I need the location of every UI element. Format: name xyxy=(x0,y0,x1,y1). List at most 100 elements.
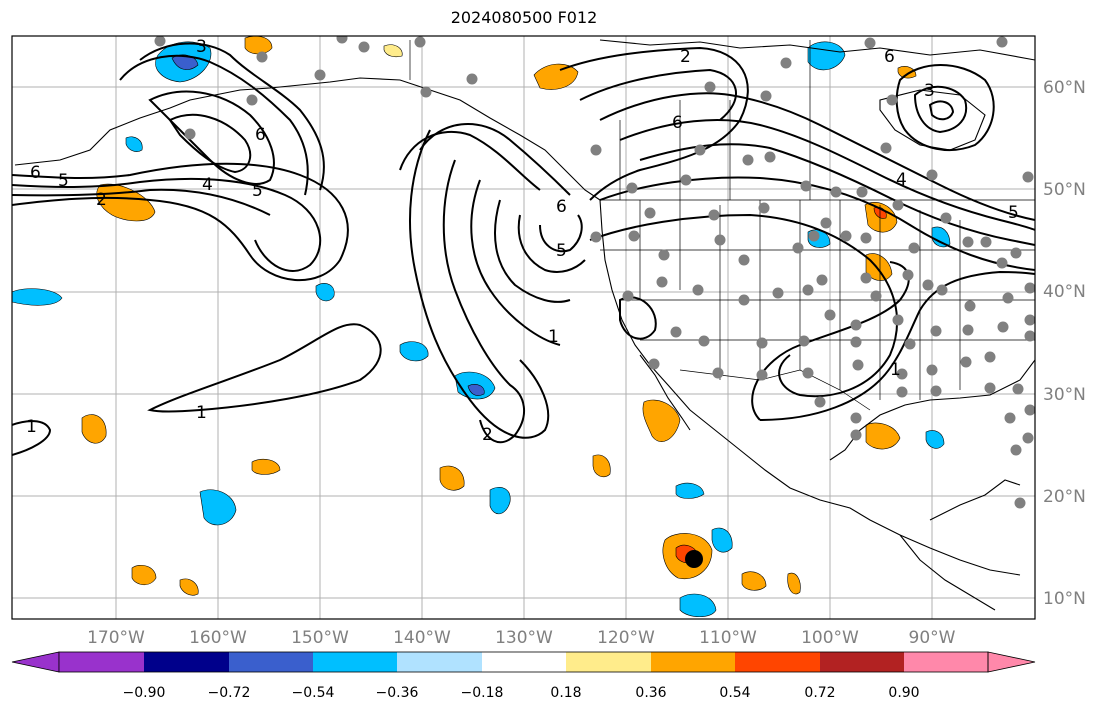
station-dot xyxy=(256,51,268,63)
station-dot xyxy=(738,294,750,306)
north-america-west-coast xyxy=(599,199,1021,576)
station-dot xyxy=(864,37,876,49)
station-dot xyxy=(926,364,938,376)
contour-label: 5 xyxy=(58,171,69,191)
station-dot xyxy=(980,236,992,248)
lon-label: 100°W xyxy=(801,628,859,648)
station-dot xyxy=(1022,171,1034,183)
station-dot xyxy=(850,429,862,441)
lat-label: 30°N xyxy=(1043,385,1086,405)
contour-label: 5 xyxy=(556,241,567,261)
contour-label: 3 xyxy=(196,37,207,57)
contours xyxy=(12,42,1035,456)
colorbar-tick-label: 0.54 xyxy=(719,685,750,701)
anomaly-purple xyxy=(467,384,485,396)
lon-label: 150°W xyxy=(291,628,349,648)
lon-label: 90°W xyxy=(909,628,956,648)
lat-label: 50°N xyxy=(1043,180,1086,200)
station-dot xyxy=(680,174,692,186)
contour-label: 5 xyxy=(1008,203,1019,223)
station-dot xyxy=(997,321,1009,333)
colorbar-segment xyxy=(482,652,566,672)
anomaly-blue xyxy=(675,482,705,499)
station-dot xyxy=(692,284,704,296)
latitude-labels: 60°N 50°N 40°N 30°N 20°N 10°N xyxy=(1043,78,1086,609)
map-border xyxy=(11,35,1036,620)
anomaly-blue xyxy=(679,593,717,618)
colorbar-tick-label: 0.90 xyxy=(888,685,919,701)
station-dot xyxy=(860,272,872,284)
station-markers xyxy=(154,36,1035,509)
station-dot xyxy=(154,36,166,47)
colorbar-tick-label: −0.54 xyxy=(292,685,335,701)
station-dot xyxy=(644,207,656,219)
anomaly-blue xyxy=(711,527,733,553)
station-dot xyxy=(622,290,634,302)
station-dot xyxy=(798,335,810,347)
station-dot xyxy=(896,386,908,398)
station-dot xyxy=(780,57,792,69)
station-dot xyxy=(1022,432,1034,444)
station-dot xyxy=(246,94,258,106)
station-dot xyxy=(996,36,1008,48)
contour-label: 6 xyxy=(556,197,567,217)
anomaly-orange xyxy=(383,44,403,58)
station-dot xyxy=(904,338,916,350)
colorbar-tick-label: 0.18 xyxy=(550,685,581,701)
anomaly-orange xyxy=(179,578,199,596)
baja-california xyxy=(639,354,691,431)
station-dot xyxy=(840,230,852,242)
contour-label: 1 xyxy=(548,327,559,347)
hudson-bay xyxy=(879,89,986,151)
station-dot xyxy=(802,284,814,296)
anomaly-blue xyxy=(399,341,429,362)
lon-label: 140°W xyxy=(393,628,451,648)
anomaly-orange xyxy=(131,565,157,586)
station-dot xyxy=(886,94,898,106)
station-dot xyxy=(940,212,952,224)
station-dot xyxy=(1024,330,1035,342)
station-dot xyxy=(628,230,640,242)
lat-label: 60°N xyxy=(1043,78,1086,98)
colorbar-tick-label: −0.90 xyxy=(123,685,166,701)
anomaly-orange xyxy=(865,422,901,450)
station-dot xyxy=(590,231,602,243)
contour-label: 4 xyxy=(896,170,907,190)
station-dot xyxy=(420,86,432,98)
station-dot xyxy=(1014,497,1026,509)
station-dot xyxy=(936,284,948,296)
colorbar-segment xyxy=(229,652,313,672)
lat-label: 40°N xyxy=(1043,282,1086,302)
contour-label: 4 xyxy=(202,175,213,195)
station-dot xyxy=(656,276,668,288)
yucatan xyxy=(929,479,1021,521)
station-dot xyxy=(908,242,920,254)
station-dot xyxy=(1012,383,1024,395)
station-dot xyxy=(792,242,804,254)
anomaly-blue xyxy=(315,283,335,302)
arctic-coast xyxy=(599,39,1035,61)
anomaly-orange xyxy=(592,454,611,478)
station-dot xyxy=(984,351,996,363)
anomaly-orange xyxy=(533,63,579,90)
station-dot xyxy=(802,367,814,379)
colorbar-tick-label: −0.72 xyxy=(208,685,251,701)
station-dot xyxy=(814,396,826,408)
anomaly-orange xyxy=(439,465,465,491)
station-dot xyxy=(824,309,836,321)
station-dot xyxy=(880,142,892,154)
colorbar-segment xyxy=(566,652,651,672)
station-dot xyxy=(758,202,770,214)
station-dot xyxy=(850,412,862,424)
coastlines xyxy=(14,39,1035,611)
station-dot xyxy=(712,367,724,379)
station-dot xyxy=(1004,412,1016,424)
central-america xyxy=(899,534,996,611)
anomaly-orange xyxy=(251,458,281,475)
contour-labels: 2 3 4 5 6 5 6 1 1 2 6 5 1 6 2 1 4 5 6 3 xyxy=(26,37,1019,445)
station-dot xyxy=(1010,247,1022,259)
colorbar-tick-label: 0.72 xyxy=(804,685,835,701)
station-dot xyxy=(996,257,1008,269)
colorbar-extend-min xyxy=(11,651,60,673)
